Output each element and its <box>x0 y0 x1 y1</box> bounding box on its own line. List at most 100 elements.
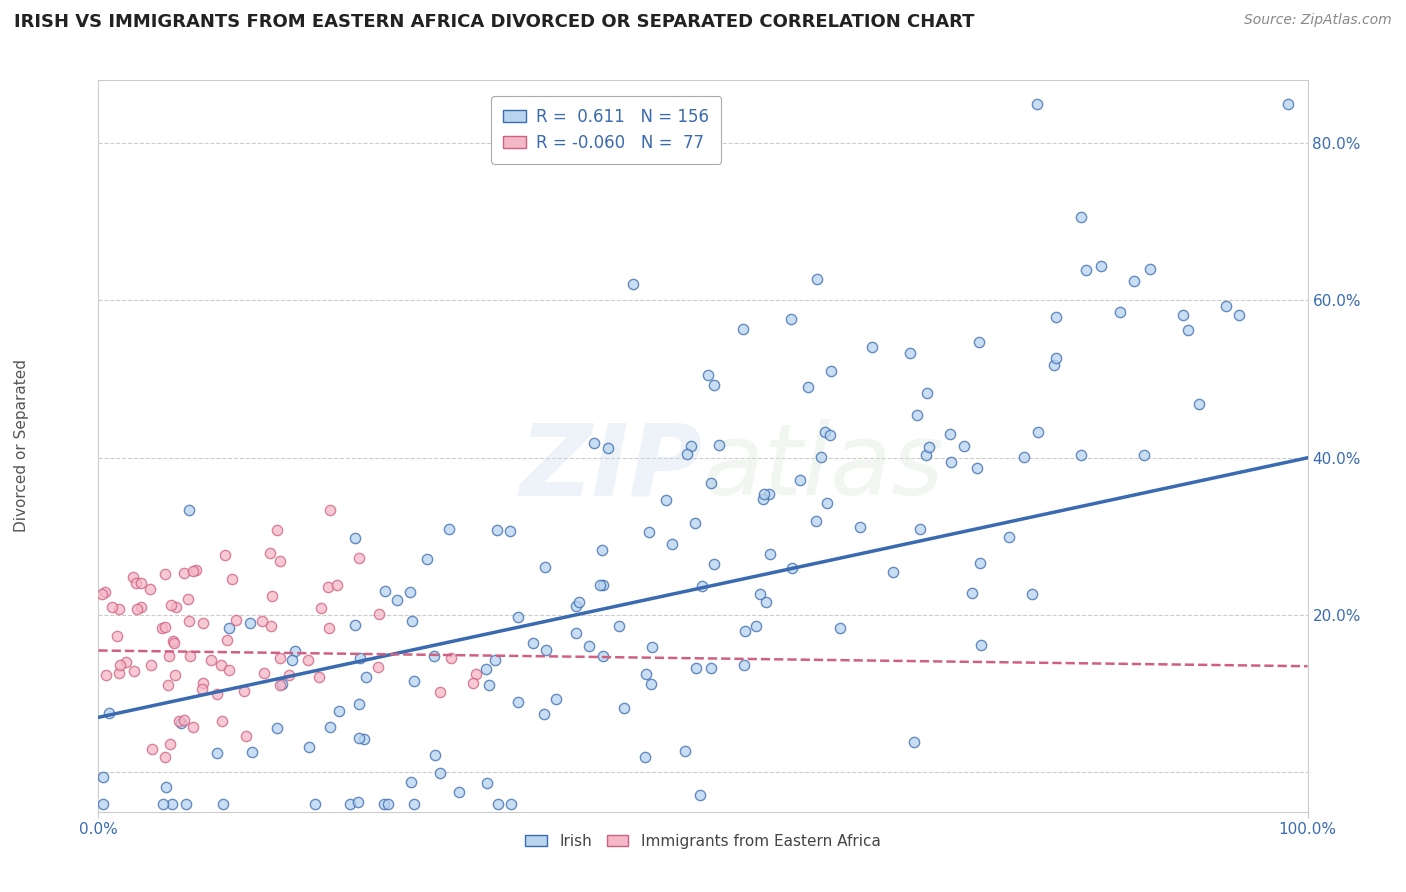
Point <box>343 617 366 632</box>
Point <box>967 334 990 349</box>
Point <box>533 707 555 722</box>
Point <box>191 675 214 690</box>
Point <box>565 599 588 613</box>
Text: Source: ZipAtlas.com: Source: ZipAtlas.com <box>1244 13 1392 28</box>
Point <box>266 523 288 537</box>
Point <box>165 600 187 615</box>
Point <box>484 652 506 666</box>
Point <box>1122 274 1144 288</box>
Point <box>239 616 262 631</box>
Point <box>1139 262 1161 277</box>
Point <box>167 714 190 728</box>
Point <box>105 629 128 643</box>
Point <box>368 607 391 622</box>
Point <box>278 667 301 681</box>
Point <box>1215 299 1237 313</box>
Point <box>1070 448 1092 462</box>
Point <box>1227 308 1250 322</box>
Point <box>475 662 498 676</box>
Point <box>309 601 332 615</box>
Point <box>319 720 342 734</box>
Point <box>191 682 214 697</box>
Point <box>240 744 263 758</box>
Point <box>125 576 148 591</box>
Point <box>423 648 446 663</box>
Point <box>153 620 176 634</box>
Point <box>437 522 460 536</box>
Point <box>157 678 180 692</box>
Point <box>163 668 186 682</box>
Point <box>589 577 612 591</box>
Point <box>499 797 522 811</box>
Point <box>641 640 664 654</box>
Point <box>661 537 683 551</box>
Point <box>266 721 288 735</box>
Point <box>1074 262 1097 277</box>
Point <box>1188 397 1211 411</box>
Point <box>318 621 340 635</box>
Point <box>759 547 782 561</box>
Point <box>1045 351 1067 366</box>
Point <box>367 659 389 673</box>
Point <box>218 621 240 635</box>
Point <box>150 621 173 635</box>
Point <box>218 664 240 678</box>
Point <box>160 797 183 811</box>
Point <box>621 277 644 291</box>
Point <box>1021 587 1043 601</box>
Point <box>486 523 509 537</box>
Point <box>638 524 661 539</box>
Point <box>960 586 983 600</box>
Point <box>903 735 925 749</box>
Point <box>908 522 931 536</box>
Point <box>138 582 160 596</box>
Point <box>211 714 233 728</box>
Point <box>122 570 145 584</box>
Point <box>915 385 938 400</box>
Point <box>269 554 291 568</box>
Point <box>177 591 200 606</box>
Point <box>401 774 423 789</box>
Point <box>634 666 657 681</box>
Point <box>91 797 114 811</box>
Point <box>820 364 842 378</box>
Point <box>941 454 963 468</box>
Point <box>281 653 304 667</box>
Point <box>1026 96 1049 111</box>
Point <box>162 633 184 648</box>
Point <box>191 616 214 631</box>
Point <box>655 493 678 508</box>
Point <box>250 614 273 628</box>
Point <box>347 551 370 566</box>
Point <box>806 272 828 286</box>
Point <box>374 583 396 598</box>
Point <box>221 572 243 586</box>
Point <box>107 666 129 681</box>
Point <box>101 599 124 614</box>
Point <box>818 428 841 442</box>
Point <box>402 673 425 688</box>
Point <box>1171 308 1194 322</box>
Point <box>349 650 371 665</box>
Point <box>690 579 713 593</box>
Point <box>107 602 129 616</box>
Point <box>170 715 193 730</box>
Point <box>153 566 176 581</box>
Point <box>152 797 174 811</box>
Point <box>98 706 121 721</box>
Point <box>260 619 283 633</box>
Point <box>308 670 330 684</box>
Point <box>297 653 319 667</box>
Point <box>815 496 838 510</box>
Point <box>1014 450 1036 464</box>
Point <box>326 578 349 592</box>
Point <box>733 322 755 336</box>
Point <box>546 691 568 706</box>
Point <box>789 473 811 487</box>
Point <box>696 368 718 382</box>
Point <box>797 380 820 394</box>
Text: IRISH VS IMMIGRANTS FROM EASTERN AFRICA DIVORCED OR SEPARATED CORRELATION CHART: IRISH VS IMMIGRANTS FROM EASTERN AFRICA … <box>14 13 974 31</box>
Point <box>702 557 724 571</box>
Point <box>749 587 772 601</box>
Point <box>758 486 780 500</box>
